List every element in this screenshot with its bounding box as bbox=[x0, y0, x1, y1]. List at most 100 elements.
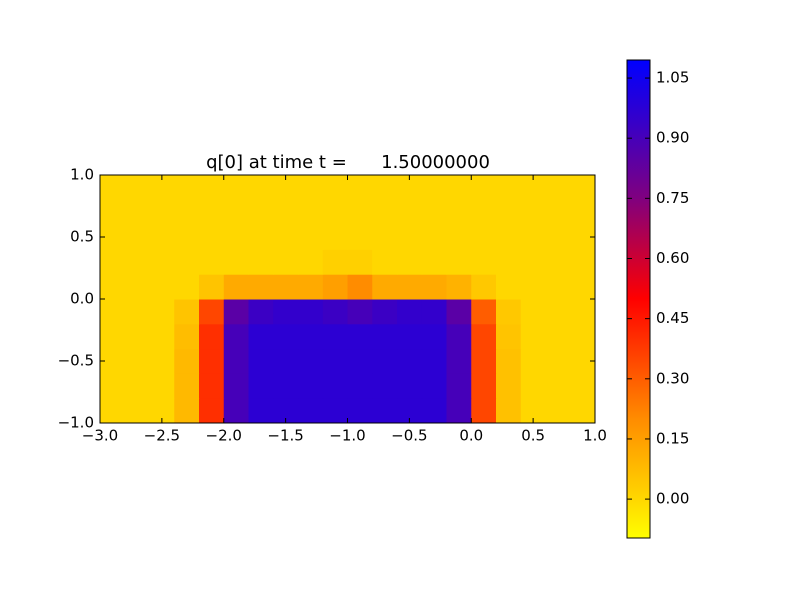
heat-cell bbox=[520, 274, 546, 300]
heat-cell bbox=[322, 299, 348, 325]
heat-cell bbox=[570, 249, 596, 275]
x-tick-label: −2.5 bbox=[144, 427, 180, 445]
heat-cell bbox=[100, 274, 126, 300]
heat-cell bbox=[124, 224, 150, 250]
heat-cell bbox=[298, 398, 324, 424]
heat-cell bbox=[347, 299, 373, 325]
heat-cell bbox=[223, 274, 249, 300]
heat-cell bbox=[570, 199, 596, 226]
colorbar-tick-label: 0.90 bbox=[656, 129, 689, 147]
heat-cell bbox=[545, 224, 571, 250]
heat-cell bbox=[298, 199, 324, 226]
heat-cell bbox=[570, 274, 596, 300]
heat-cell bbox=[397, 224, 423, 250]
heat-cell bbox=[397, 249, 423, 275]
heat-cell bbox=[570, 398, 596, 424]
heat-cell bbox=[199, 323, 225, 350]
heat-cell bbox=[124, 348, 150, 374]
heat-cell bbox=[273, 199, 299, 226]
chart-title: q[0] at time t = 1.50000000 bbox=[206, 152, 490, 173]
y-tick-label: −0.5 bbox=[58, 352, 94, 370]
heat-cell bbox=[199, 175, 225, 201]
heat-cell bbox=[273, 249, 299, 275]
heat-cell bbox=[397, 299, 423, 325]
heat-cell bbox=[520, 323, 546, 350]
heat-cell bbox=[174, 348, 200, 374]
x-tick-label: 1.0 bbox=[583, 427, 607, 445]
heat-cell bbox=[273, 373, 299, 399]
heat-cell bbox=[322, 224, 348, 250]
heat-cell bbox=[372, 373, 398, 399]
heat-cell bbox=[298, 373, 324, 399]
heat-cell bbox=[248, 348, 274, 374]
heat-cell bbox=[421, 348, 447, 374]
heat-cell bbox=[545, 398, 571, 424]
heat-cell bbox=[347, 175, 373, 201]
x-tick-label: −1.0 bbox=[329, 427, 365, 445]
heat-cell bbox=[149, 274, 175, 300]
heat-cell bbox=[471, 348, 497, 374]
heat-cell bbox=[100, 199, 126, 226]
heat-cell bbox=[248, 323, 274, 350]
heat-cell bbox=[372, 224, 398, 250]
heat-cell bbox=[421, 323, 447, 350]
heat-cell bbox=[446, 299, 472, 325]
heat-cell bbox=[421, 224, 447, 250]
heat-cell bbox=[322, 348, 348, 374]
heat-cell bbox=[149, 348, 175, 374]
heat-cell bbox=[372, 249, 398, 275]
x-tick-label: 0.5 bbox=[521, 427, 545, 445]
heat-cell bbox=[545, 274, 571, 300]
heat-cell bbox=[199, 199, 225, 226]
heat-cell bbox=[372, 398, 398, 424]
heat-cell bbox=[322, 249, 348, 275]
heat-cell bbox=[496, 224, 522, 250]
heat-cell bbox=[372, 175, 398, 201]
y-tick-label: 0.5 bbox=[70, 228, 94, 246]
colorbar-tick-label: 0.15 bbox=[656, 429, 689, 447]
heat-cell bbox=[223, 348, 249, 374]
heat-cell bbox=[149, 323, 175, 350]
heat-cell bbox=[421, 398, 447, 424]
heat-cell bbox=[199, 224, 225, 250]
heat-cell bbox=[446, 274, 472, 300]
heat-cell bbox=[446, 348, 472, 374]
x-tick-label: −3.0 bbox=[82, 427, 118, 445]
heat-cell bbox=[322, 274, 348, 300]
heat-cell bbox=[223, 323, 249, 350]
heat-cell bbox=[248, 224, 274, 250]
heat-cell bbox=[149, 299, 175, 325]
colorbar-tick-label: 0.75 bbox=[656, 189, 689, 207]
heat-cell bbox=[100, 175, 126, 201]
heat-cell bbox=[570, 175, 596, 201]
heat-cell bbox=[372, 348, 398, 374]
x-tick-label: −1.5 bbox=[267, 427, 303, 445]
heat-cell bbox=[273, 299, 299, 325]
heat-cell bbox=[124, 274, 150, 300]
heat-cell bbox=[100, 373, 126, 399]
heat-cell bbox=[496, 249, 522, 275]
heat-cell bbox=[372, 199, 398, 226]
heat-cell bbox=[421, 373, 447, 399]
heat-cell bbox=[100, 323, 126, 350]
heat-cell bbox=[397, 348, 423, 374]
heat-cell bbox=[149, 249, 175, 275]
heat-cell bbox=[199, 373, 225, 399]
heat-cell bbox=[372, 323, 398, 350]
heat-cell bbox=[174, 398, 200, 424]
heat-cell bbox=[223, 249, 249, 275]
heat-cell bbox=[298, 299, 324, 325]
heat-cell bbox=[298, 348, 324, 374]
heat-cell bbox=[174, 323, 200, 350]
heat-cell bbox=[248, 398, 274, 424]
heat-cell bbox=[149, 199, 175, 226]
heat-cell bbox=[298, 274, 324, 300]
heat-cell bbox=[322, 323, 348, 350]
heat-cell bbox=[471, 199, 497, 226]
heat-cell bbox=[421, 274, 447, 300]
heat-cell bbox=[496, 398, 522, 424]
heat-cell bbox=[174, 299, 200, 325]
heat-cell bbox=[248, 274, 274, 300]
heat-cell bbox=[347, 398, 373, 424]
heat-cell bbox=[545, 249, 571, 275]
